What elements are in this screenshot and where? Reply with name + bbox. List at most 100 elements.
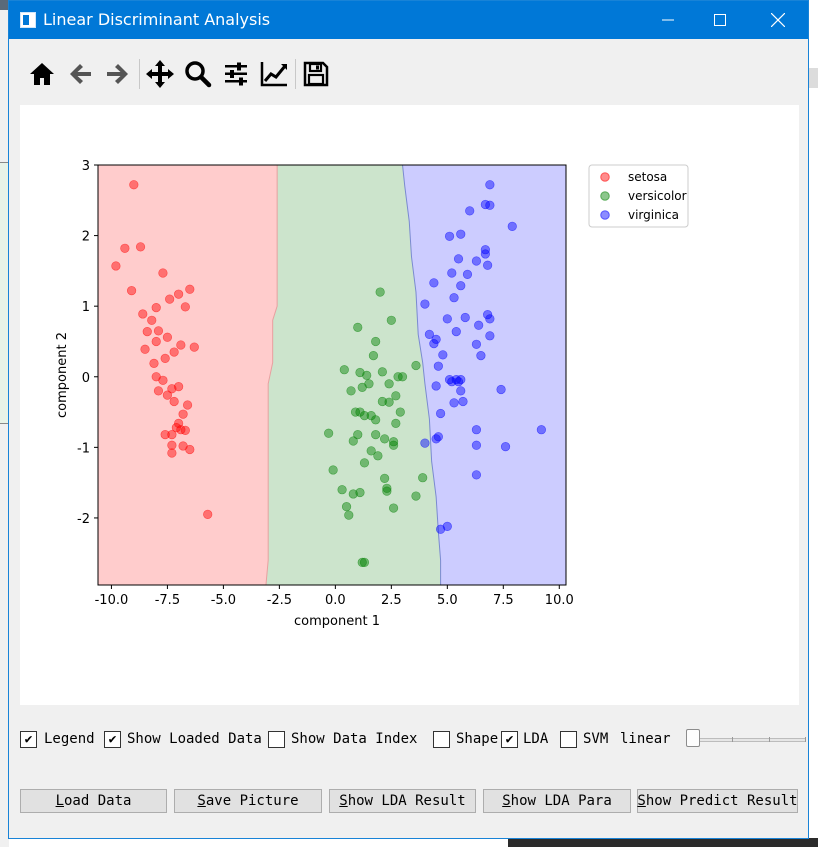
check-icon: ✔ xyxy=(505,732,514,747)
y-tick-label: 0 xyxy=(82,371,90,386)
data-point-versicolor xyxy=(382,483,392,493)
zoom-icon xyxy=(185,61,212,88)
save-button[interactable] xyxy=(299,57,333,91)
data-point-versicolor xyxy=(384,397,394,407)
data-point-setosa xyxy=(167,430,177,440)
lda-checkbox[interactable]: ✔ xyxy=(501,731,518,748)
background-window-fragment xyxy=(0,0,9,847)
edit-axis-icon xyxy=(260,62,287,87)
data-point-setosa xyxy=(111,261,121,271)
data-point-virginica xyxy=(453,377,464,387)
data-point-virginica xyxy=(480,249,490,259)
load-data-button[interactable]: Load Data xyxy=(20,789,167,813)
pan-button[interactable] xyxy=(143,57,177,91)
y-tick-label: -2 xyxy=(77,512,90,527)
close-button[interactable] xyxy=(755,1,801,39)
data-point-setosa xyxy=(158,375,168,385)
pan-icon xyxy=(146,60,174,88)
kernel-slider-handle[interactable] xyxy=(686,729,700,747)
background-strip xyxy=(808,68,818,88)
data-point-setosa xyxy=(174,289,184,299)
data-point-virginica xyxy=(451,326,461,337)
data-point-setosa xyxy=(158,268,168,278)
data-point-virginica xyxy=(496,384,506,395)
maximize-button[interactable] xyxy=(697,1,743,39)
show-lda-result-button[interactable]: Show LDA Result xyxy=(329,789,476,813)
legend-label-virginica: virginica xyxy=(628,208,679,222)
data-point-setosa xyxy=(167,440,177,450)
data-point-virginica xyxy=(471,256,482,266)
data-point-versicolor xyxy=(388,437,399,447)
background-plot-fragment xyxy=(0,162,9,424)
show-loaded-data-checkbox[interactable]: ✔ xyxy=(104,731,121,748)
data-point-versicolor xyxy=(357,382,367,392)
edit-axis-button[interactable] xyxy=(257,57,291,91)
back-button[interactable] xyxy=(63,57,97,91)
data-point-virginica xyxy=(449,293,459,303)
data-point-setosa xyxy=(147,315,157,325)
configure-subplots-button[interactable] xyxy=(219,57,253,91)
data-point-virginica xyxy=(471,339,482,349)
slider-tick xyxy=(732,737,733,742)
data-point-versicolor xyxy=(368,350,379,361)
data-point-virginica xyxy=(483,310,493,320)
data-point-versicolor xyxy=(359,410,370,421)
data-point-virginica xyxy=(431,334,441,344)
legend-label-versicolor: versicolor xyxy=(628,189,687,203)
data-point-setosa xyxy=(182,400,193,410)
svm-checkbox-label[interactable]: SVM xyxy=(583,731,609,747)
data-point-versicolor xyxy=(388,503,399,513)
data-point-virginica xyxy=(485,314,495,324)
data-point-versicolor xyxy=(348,436,358,446)
data-point-virginica xyxy=(436,524,446,534)
data-point-virginica xyxy=(447,268,457,278)
zoom-button[interactable] xyxy=(181,57,215,91)
x-tick-label: 10.0 xyxy=(545,593,574,608)
save-picture-button[interactable]: Save Picture xyxy=(174,789,322,813)
show-predict-result-button[interactable]: Show Predict Result xyxy=(637,789,798,813)
data-point-virginica xyxy=(500,442,511,452)
data-point-virginica xyxy=(536,425,546,435)
data-point-virginica xyxy=(420,438,430,448)
lda-checkbox-label[interactable]: LDA xyxy=(523,731,549,747)
title-bar[interactable]: Linear Discriminant Analysis xyxy=(9,1,808,39)
data-point-virginica xyxy=(471,470,482,480)
lda-scatter-plot[interactable]: -10.0 -7.5 -5.0 -2.5 0.0 2.5 5.0 7.5 10.0 3 2 1 0 -1 -… xyxy=(20,105,799,705)
show-lda-para-button[interactable]: Show LDA Para xyxy=(483,789,631,813)
show-data-index-checkbox[interactable] xyxy=(268,731,285,748)
close-icon xyxy=(771,13,785,27)
forward-button[interactable] xyxy=(101,57,135,91)
data-point-versicolor xyxy=(391,418,401,428)
data-point-setosa xyxy=(135,242,146,252)
show-loaded-data-label[interactable]: Show Loaded Data xyxy=(127,731,262,747)
home-button[interactable] xyxy=(25,57,59,91)
data-point-versicolor xyxy=(388,440,399,450)
x-tick-label: 0.0 xyxy=(325,593,346,608)
data-point-virginica xyxy=(444,231,455,241)
svm-checkbox[interactable] xyxy=(560,731,577,748)
legend-checkbox[interactable]: ✔ xyxy=(20,731,37,748)
data-point-versicolor xyxy=(353,322,363,332)
data-point-setosa xyxy=(180,302,190,312)
data-point-virginica xyxy=(438,350,448,360)
plot-canvas[interactable]: -10.0 -7.5 -5.0 -2.5 0.0 2.5 5.0 7.5 10.0 3 2 1 0 -1 -… xyxy=(20,105,799,705)
data-point-virginica xyxy=(476,350,486,361)
data-point-versicolor xyxy=(346,386,356,396)
data-point-versicolor xyxy=(355,367,365,378)
shape-checkbox-label[interactable]: Shape xyxy=(456,731,499,747)
background-taskbar-fragment xyxy=(508,838,818,847)
minimize-button[interactable] xyxy=(645,1,691,39)
back-icon xyxy=(70,64,91,84)
options-row: ✔ Legend ✔ Show Loaded Data Show Data In… xyxy=(20,729,806,753)
data-point-setosa xyxy=(120,243,130,253)
data-point-versicolor xyxy=(375,287,385,297)
x-tick-label: -10.0 xyxy=(95,593,129,608)
show-data-index-label[interactable]: Show Data Index xyxy=(291,731,418,747)
slider-tick xyxy=(805,737,806,742)
data-point-setosa xyxy=(138,309,148,319)
kernel-slider-track[interactable] xyxy=(694,737,806,742)
shape-checkbox[interactable] xyxy=(433,731,450,748)
y-axis-label: component 2 xyxy=(55,332,70,418)
legend-checkbox-label[interactable]: Legend xyxy=(44,731,95,747)
data-point-setosa xyxy=(180,425,190,436)
